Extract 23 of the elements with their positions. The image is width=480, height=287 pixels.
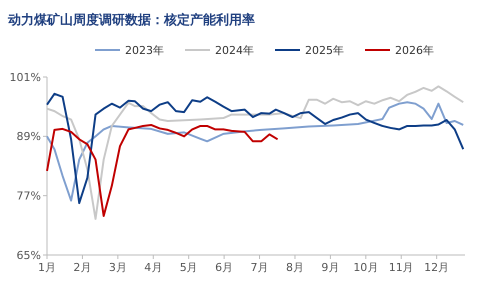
line-series	[46, 85, 464, 220]
x-tick-label: 8月	[286, 261, 304, 274]
x-tick-label: 7月	[250, 261, 269, 274]
line-series	[46, 124, 279, 217]
x-tick-label: 9月	[321, 261, 340, 274]
y-tick-label: 101%	[10, 70, 41, 84]
x-tick-label: 3月	[108, 261, 127, 274]
x-tick-label: 10月	[353, 261, 378, 274]
legend-label: 2023年	[125, 44, 164, 57]
x-tick-label: 11月	[388, 261, 414, 274]
y-tick-label: 65%	[16, 248, 41, 262]
y-tick-label: 77%	[16, 190, 41, 203]
x-tick-label: 4月	[144, 261, 162, 274]
legend-label: 2026年	[395, 44, 434, 57]
legend-label: 2024年	[215, 44, 254, 57]
x-tick-label: 2月	[73, 261, 92, 274]
x-tick-label: 1月	[38, 261, 56, 274]
x-tick-label: 5月	[180, 261, 198, 274]
x-tick-label: 12月	[424, 261, 450, 274]
y-tick-label: 89%	[16, 130, 41, 144]
x-tick-label: 6月	[215, 261, 234, 274]
legend-label: 2025年	[305, 44, 344, 57]
chart-title: 动力煤矿山周度调研数据：核定产能利用率	[7, 12, 255, 28]
